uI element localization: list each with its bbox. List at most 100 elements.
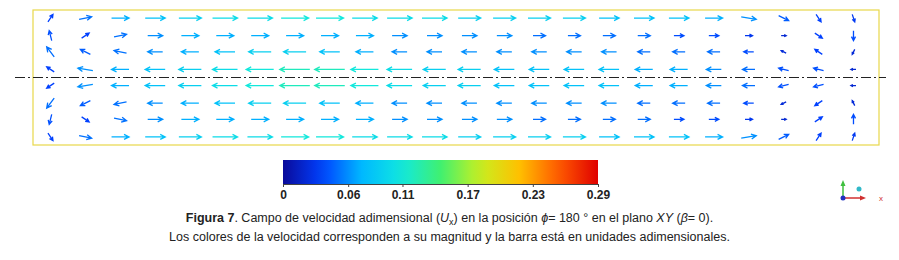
vector xyxy=(779,67,789,71)
vector xyxy=(351,83,379,88)
vector xyxy=(669,134,689,139)
vector xyxy=(462,101,477,106)
vector xyxy=(392,101,407,106)
vector xyxy=(351,67,379,72)
vector xyxy=(281,16,309,21)
triad-x-head xyxy=(860,196,866,201)
vector xyxy=(321,117,339,122)
centerline xyxy=(15,77,886,78)
vector xyxy=(528,16,551,21)
vector xyxy=(246,67,274,72)
caption-line: Figura 7. Campo de velocidad adimensiona… xyxy=(186,211,713,227)
vector xyxy=(673,101,686,106)
vector xyxy=(321,33,339,38)
vector xyxy=(563,134,586,139)
vector xyxy=(635,67,653,72)
vector xyxy=(387,134,412,139)
vector xyxy=(781,118,786,120)
vector xyxy=(564,83,584,88)
vector xyxy=(602,101,617,106)
caption-segment: XY xyxy=(655,211,674,225)
vector xyxy=(179,83,202,88)
vector xyxy=(745,118,753,121)
triad-marker xyxy=(857,187,862,192)
vector xyxy=(284,49,307,54)
vector xyxy=(744,50,754,54)
triad-y-head xyxy=(841,180,846,186)
caption-segment: Figura 7 xyxy=(186,211,235,225)
vector xyxy=(670,67,688,72)
vector xyxy=(497,117,512,122)
vector xyxy=(48,14,53,22)
vector xyxy=(114,117,127,122)
vector xyxy=(47,47,55,57)
vector xyxy=(316,16,344,21)
vector xyxy=(852,49,855,54)
caption-line: Los colores de la velocidad corresponden… xyxy=(169,230,730,244)
vector xyxy=(815,117,823,122)
vector xyxy=(814,67,824,71)
vector xyxy=(532,101,547,106)
vector xyxy=(316,134,344,139)
vector xyxy=(251,117,269,122)
colorbar-tick: 0.29 xyxy=(587,184,611,202)
vector xyxy=(148,33,163,38)
vector xyxy=(634,134,654,139)
vector xyxy=(427,117,442,122)
vector xyxy=(78,84,93,89)
vector xyxy=(249,49,272,54)
vector xyxy=(532,49,547,54)
vector xyxy=(781,102,786,105)
vector xyxy=(179,134,202,139)
vector xyxy=(427,101,442,106)
vector xyxy=(781,35,786,37)
vector xyxy=(249,101,272,106)
vector xyxy=(148,117,163,122)
caption-segment: ϕ xyxy=(541,211,548,225)
vector xyxy=(670,83,688,88)
vector xyxy=(181,117,199,122)
caption-segment: ) en la posición xyxy=(454,211,542,225)
triad-z xyxy=(841,196,846,201)
vector xyxy=(851,31,855,41)
vector xyxy=(462,49,477,54)
vector xyxy=(247,134,272,139)
vector xyxy=(352,134,377,139)
caption-segment: Los colores de la velocidad corresponden… xyxy=(169,230,730,244)
vector xyxy=(387,16,412,21)
vector xyxy=(564,67,584,72)
vector xyxy=(47,83,55,88)
colorbar-tick-label: 0.06 xyxy=(337,188,361,202)
vector xyxy=(603,33,616,38)
vector xyxy=(179,16,202,21)
caption-segment: . Campo de velocidad adimensional ( xyxy=(234,211,441,225)
vector xyxy=(814,84,824,88)
vector xyxy=(599,16,619,21)
vector xyxy=(145,67,165,72)
vector xyxy=(744,101,754,105)
vector xyxy=(280,67,310,72)
vector xyxy=(82,33,90,38)
colorbar-axis: 00.060.110.170.230.29 xyxy=(280,184,610,202)
vector xyxy=(181,33,199,38)
vector xyxy=(246,83,274,88)
vector xyxy=(815,33,823,38)
vector xyxy=(320,101,340,106)
vector xyxy=(638,117,651,122)
vector xyxy=(674,117,684,121)
vector xyxy=(458,67,481,72)
vector xyxy=(79,135,92,140)
vector xyxy=(213,83,238,88)
vector xyxy=(638,49,651,54)
vector xyxy=(816,14,821,22)
vector xyxy=(48,114,52,124)
vector xyxy=(284,101,307,106)
vector xyxy=(745,34,753,37)
vector xyxy=(145,134,165,139)
vector xyxy=(422,134,447,139)
vector xyxy=(709,34,719,38)
vector xyxy=(533,33,546,38)
vector xyxy=(458,83,481,88)
vector xyxy=(599,83,619,88)
vector xyxy=(674,34,684,38)
